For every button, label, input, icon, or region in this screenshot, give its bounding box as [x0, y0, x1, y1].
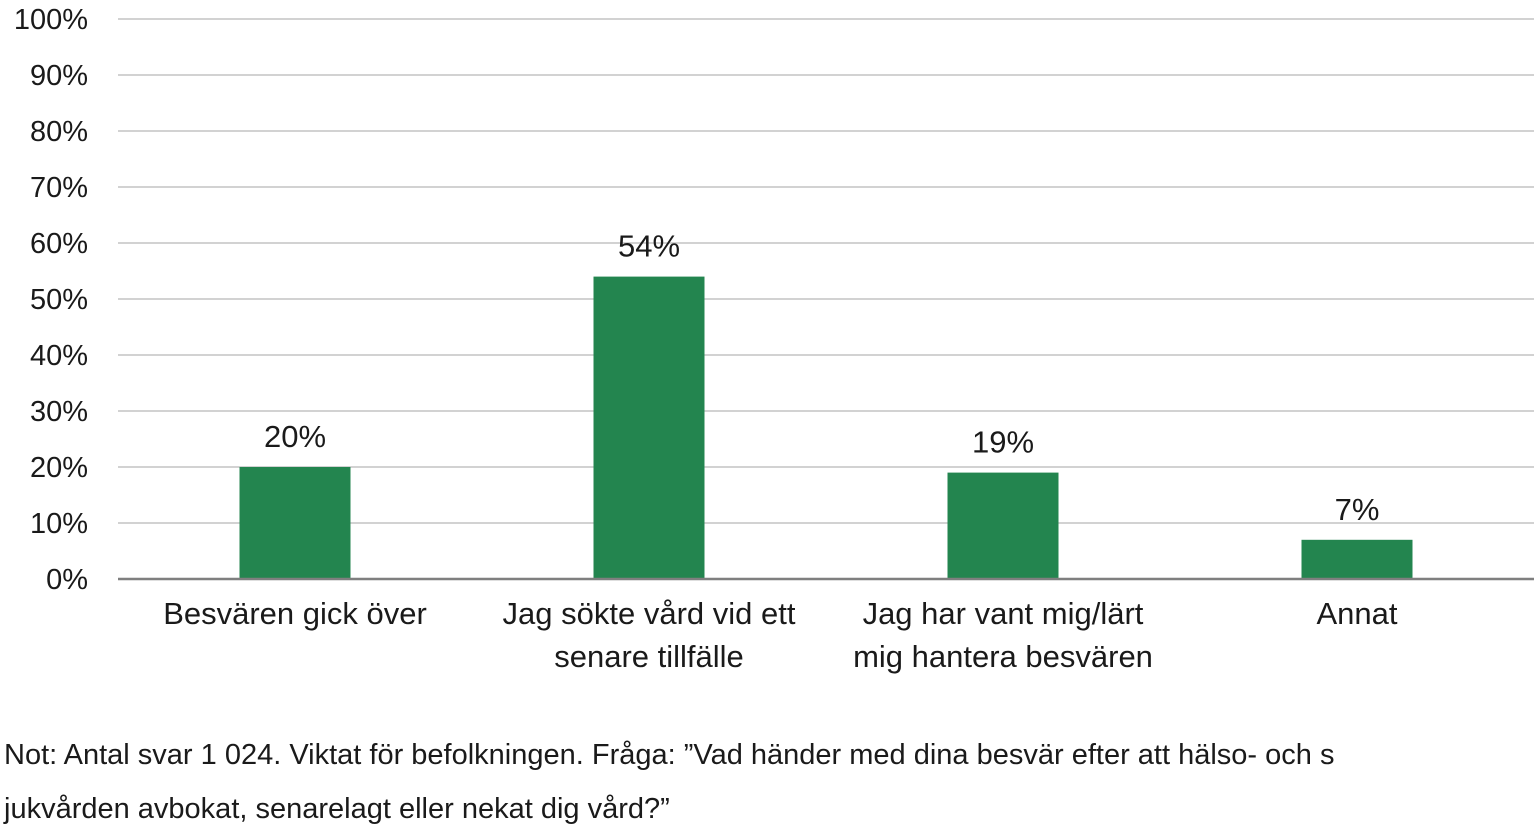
x-category-label: Jag sökte vård vid ett: [503, 596, 796, 631]
y-tick-label: 50%: [30, 284, 88, 316]
data-label: 19%: [972, 425, 1034, 460]
x-category-label: Besvären gick över: [163, 596, 427, 631]
x-category-label: Annat: [1316, 596, 1397, 631]
bar: [1301, 539, 1413, 579]
chart-note: Not: Antal svar 1 024. Viktat för befolk…: [4, 728, 1504, 836]
bar-chart: 0% 10% 20% 30% 40% 50% 60% 70% 80% 90% 100% 20% 54%…: [14, 4, 1534, 674]
y-tick-label: 30%: [30, 396, 88, 428]
y-tick-label: 10%: [30, 508, 88, 540]
x-axis-category-labels: Besvären gick över Jag sökte vård vid ett…: [163, 596, 1398, 674]
gridlines: [118, 18, 1534, 524]
x-category-label: senare tillfälle: [554, 639, 744, 674]
y-tick-label: 90%: [30, 60, 88, 92]
bar: [947, 472, 1059, 579]
bars: [239, 276, 1413, 579]
y-tick-label: 100%: [14, 4, 88, 36]
x-category-label: mig hantera besvären: [853, 639, 1153, 674]
y-tick-label: 70%: [30, 172, 88, 204]
data-label: 54%: [618, 229, 680, 264]
y-tick-label: 40%: [30, 340, 88, 372]
data-label: 20%: [264, 419, 326, 454]
note-line-2: jukvården avbokat, senarelagt eller neka…: [4, 793, 670, 825]
data-label: 7%: [1335, 492, 1380, 527]
x-category-label: Jag har vant mig/lärt: [863, 596, 1144, 631]
data-labels: 20% 54% 19% 7%: [264, 229, 1379, 527]
bar: [239, 467, 351, 579]
y-axis-tick-labels: 0% 10% 20% 30% 40% 50% 60% 70% 80% 90% 100%: [14, 4, 88, 596]
y-tick-label: 80%: [30, 116, 88, 148]
note-line-1: Not: Antal svar 1 024. Viktat för befolk…: [4, 739, 1335, 771]
y-tick-label: 20%: [30, 452, 88, 484]
y-tick-label: 0%: [46, 564, 88, 596]
bar: [593, 276, 705, 579]
y-tick-label: 60%: [30, 228, 88, 260]
